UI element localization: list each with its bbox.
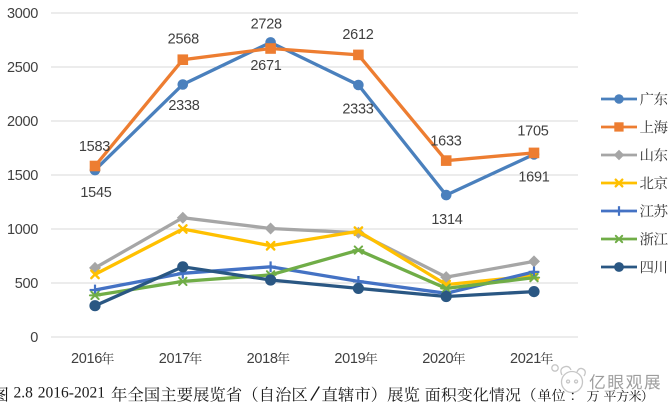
svg-text:1633: 1633 — [430, 134, 461, 150]
svg-text:2016: 2016 — [71, 351, 102, 367]
svg-text:1545: 1545 — [80, 185, 111, 201]
svg-text:2338: 2338 — [168, 98, 199, 114]
svg-text:1500: 1500 — [7, 168, 38, 184]
svg-text:2018: 2018 — [247, 351, 278, 367]
svg-text:1314: 1314 — [431, 212, 462, 228]
svg-text:1705: 1705 — [517, 124, 548, 140]
svg-text:2568: 2568 — [168, 31, 199, 47]
svg-text:2017: 2017 — [159, 351, 190, 367]
svg-text:2671: 2671 — [250, 58, 281, 74]
svg-text:500: 500 — [15, 276, 39, 292]
svg-text:2612: 2612 — [342, 27, 373, 43]
svg-text:2333: 2333 — [342, 102, 373, 118]
svg-text:2020: 2020 — [422, 351, 453, 367]
svg-text:3000: 3000 — [7, 6, 38, 22]
svg-text:2500: 2500 — [7, 60, 38, 76]
svg-text:2.8: 2.8 — [14, 385, 34, 402]
svg-text:0: 0 — [30, 330, 38, 346]
svg-text:2016-2021: 2016-2021 — [38, 385, 105, 402]
svg-text:2019: 2019 — [334, 351, 365, 367]
svg-text:1691: 1691 — [518, 170, 549, 186]
svg-text:2000: 2000 — [7, 114, 38, 130]
svg-text:1583: 1583 — [79, 139, 110, 155]
svg-text:1000: 1000 — [7, 222, 38, 238]
svg-text:2728: 2728 — [251, 17, 282, 33]
svg-text:2021: 2021 — [510, 351, 541, 367]
